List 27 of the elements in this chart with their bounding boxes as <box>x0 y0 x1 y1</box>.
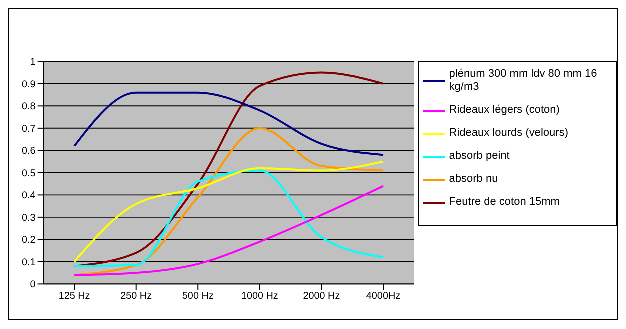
legend-label: absorb nu <box>449 173 498 186</box>
y-tick-label: 0.9 <box>22 79 36 90</box>
y-tick-label: 0.7 <box>22 124 36 135</box>
x-tick-label: 500 Hz <box>182 291 214 302</box>
legend-label: Feutre de coton 15mm <box>449 196 560 209</box>
x-tick-label: 1000 Hz <box>241 291 278 302</box>
x-tick-label: 125 Hz <box>58 291 90 302</box>
legend-label: absorb peint <box>449 150 510 163</box>
legend-label: Rideaux légers (coton) <box>449 104 560 117</box>
x-tick-label: 250 Hz <box>120 291 152 302</box>
x-tick-label: 4000Hz <box>366 291 401 302</box>
y-tick-label: 0.1 <box>22 257 36 268</box>
legend-label: Rideaux lourds (velours) <box>449 127 568 140</box>
legend-label: plénum 300 mm ldv 80 mm 16 kg/m3 <box>449 68 598 94</box>
y-tick-label: 0.5 <box>22 168 36 180</box>
y-tick-label: 0.4 <box>22 190 36 202</box>
line-series <box>74 92 384 156</box>
line-series <box>74 185 384 276</box>
line-series <box>74 72 384 268</box>
y-tick-label: 0.8 <box>22 102 36 113</box>
line-series <box>74 127 384 276</box>
y-tick-label: 1 <box>30 57 36 68</box>
y-tick-label: 0.2 <box>22 235 36 246</box>
y-tick-label: 0 <box>30 280 36 291</box>
y-tick-label: 0.6 <box>22 146 36 158</box>
y-tick-label: 0.3 <box>22 212 36 224</box>
x-tick-label: 2000 Hz <box>303 291 340 302</box>
